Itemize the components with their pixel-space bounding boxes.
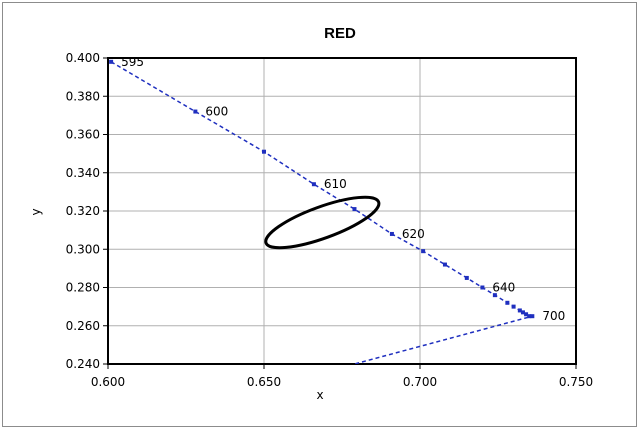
wavelength-label: 700 [542, 309, 565, 323]
wavelength-label: 610 [324, 177, 347, 191]
locus-point [517, 308, 522, 313]
plot-border [107, 57, 577, 365]
locus-point [193, 109, 198, 114]
locus-point [492, 293, 497, 298]
chart-title: RED [324, 25, 356, 42]
grid [107, 57, 577, 365]
plot-area: 595 600 610 620 640 700 [107, 55, 577, 365]
y-ticks: 0.240 0.260 0.280 0.300 0.320 0.340 0.360 0.380… [66, 51, 108, 371]
y-axis-label: y [29, 208, 43, 215]
locus-point [109, 59, 114, 64]
locus-point [511, 304, 516, 309]
y-tick-label: 0.380 [66, 89, 100, 103]
spectral-locus-line [110, 61, 533, 364]
x-tick-label: 0.750 [559, 375, 593, 389]
locus-point [520, 310, 525, 315]
y-tick-label: 0.260 [66, 319, 100, 333]
locus-point [262, 149, 266, 154]
locus-point [389, 231, 394, 236]
y-tick-label: 0.300 [66, 242, 100, 256]
locus-point [524, 312, 529, 317]
y-tick-label: 0.240 [66, 357, 100, 371]
y-tick-label: 0.280 [66, 281, 100, 295]
tolerance-ellipse [264, 195, 381, 250]
locus-point [311, 182, 316, 187]
locus-point [352, 207, 357, 212]
wavelength-label: 595 [121, 55, 144, 69]
y-tick-label: 0.400 [66, 51, 100, 65]
y-tick-label: 0.320 [66, 204, 100, 218]
y-tick-label: 0.340 [66, 166, 100, 180]
locus-point [505, 300, 510, 305]
wavelength-label: 620 [402, 227, 425, 241]
locus-point [421, 249, 426, 254]
x-axis-label: x [316, 388, 323, 402]
wavelength-label: 640 [492, 281, 515, 295]
y-tick-label: 0.360 [66, 128, 100, 142]
locus-point [530, 314, 535, 319]
locus-point [442, 262, 447, 267]
x-tick-label: 0.700 [403, 375, 437, 389]
x-ticks: 0.600 0.650 0.700 0.750 [91, 364, 593, 389]
locus-point [527, 314, 532, 319]
locus-point [464, 275, 469, 280]
x-tick-label: 0.650 [247, 375, 281, 389]
wavelength-label: 600 [205, 105, 228, 119]
locus-point [480, 285, 485, 290]
x-tick-label: 0.600 [91, 375, 125, 389]
